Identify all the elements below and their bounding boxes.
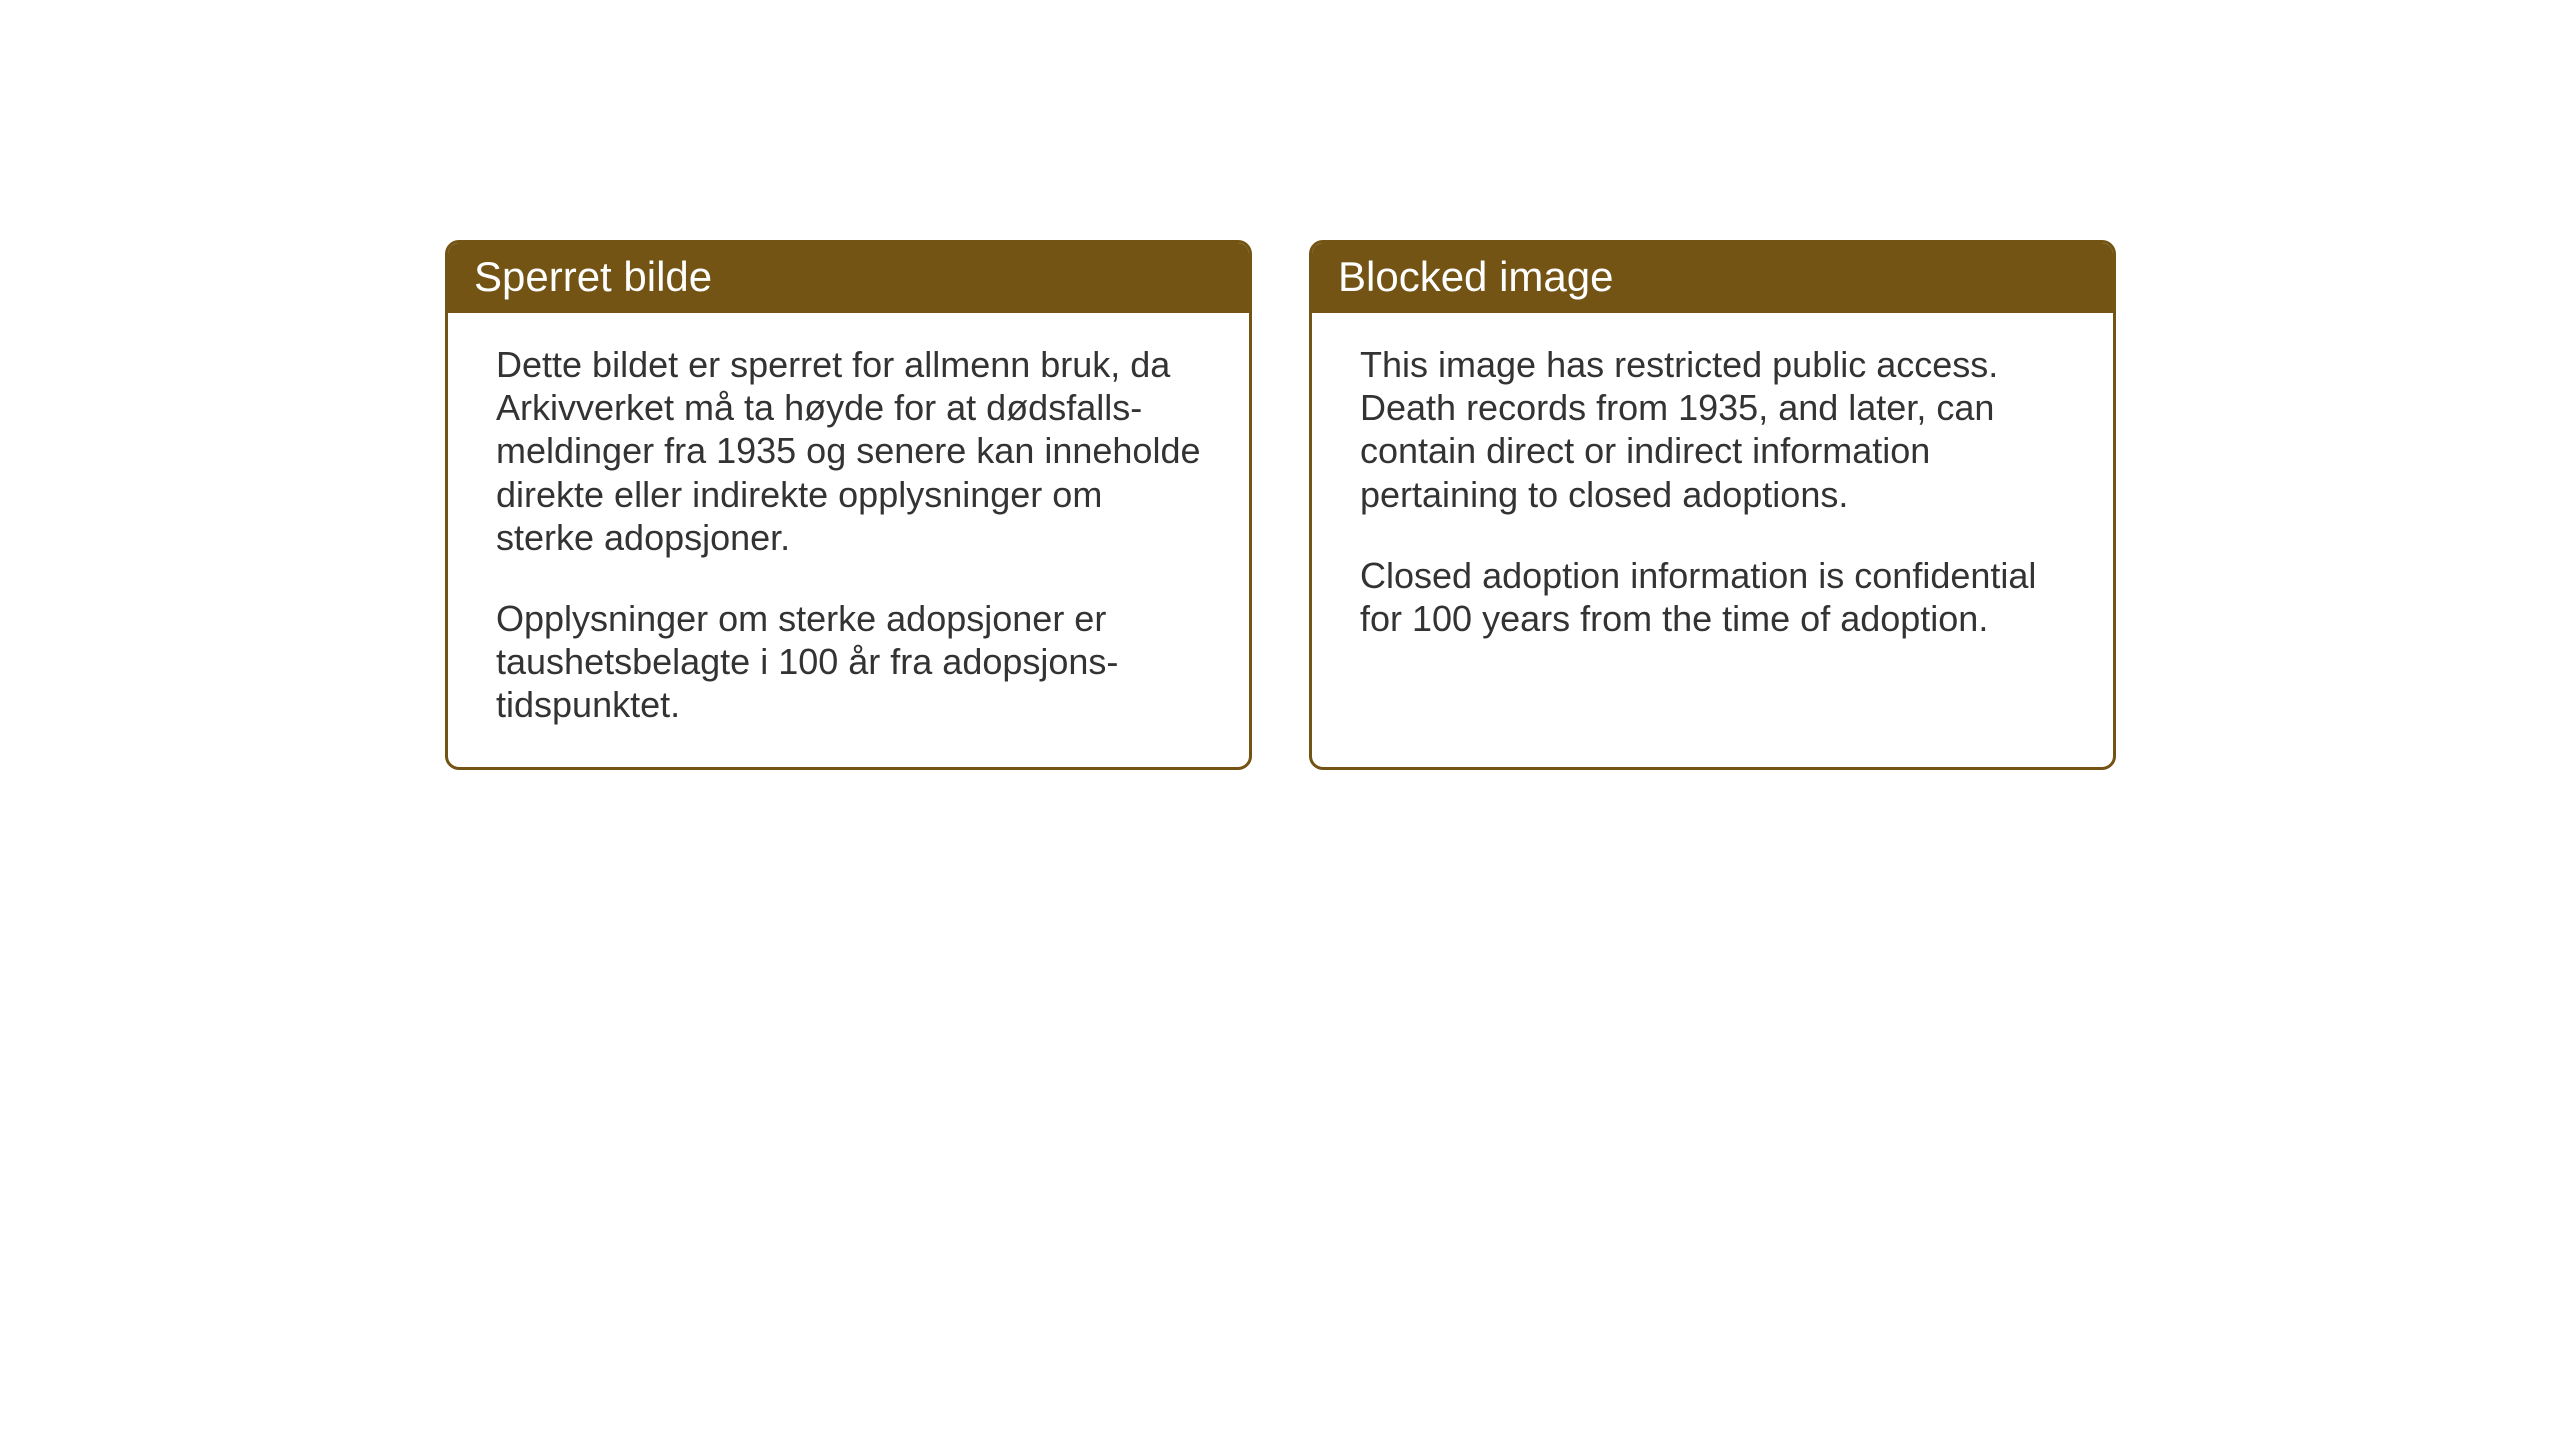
norwegian-card-header: Sperret bilde — [448, 243, 1249, 313]
english-card-title: Blocked image — [1338, 253, 2087, 301]
norwegian-card-body: Dette bildet er sperret for allmenn bruk… — [448, 313, 1249, 767]
norwegian-paragraph-1: Dette bildet er sperret for allmenn bruk… — [496, 343, 1201, 559]
norwegian-paragraph-2: Opplysninger om sterke adopsjoner er tau… — [496, 597, 1201, 727]
english-paragraph-2: Closed adoption information is confident… — [1360, 554, 2065, 640]
notice-cards-container: Sperret bilde Dette bildet er sperret fo… — [445, 240, 2116, 770]
english-card-header: Blocked image — [1312, 243, 2113, 313]
english-card-body: This image has restricted public access.… — [1312, 313, 2113, 738]
english-paragraph-1: This image has restricted public access.… — [1360, 343, 2065, 516]
english-notice-card: Blocked image This image has restricted … — [1309, 240, 2116, 770]
norwegian-card-title: Sperret bilde — [474, 253, 1223, 301]
norwegian-notice-card: Sperret bilde Dette bildet er sperret fo… — [445, 240, 1252, 770]
